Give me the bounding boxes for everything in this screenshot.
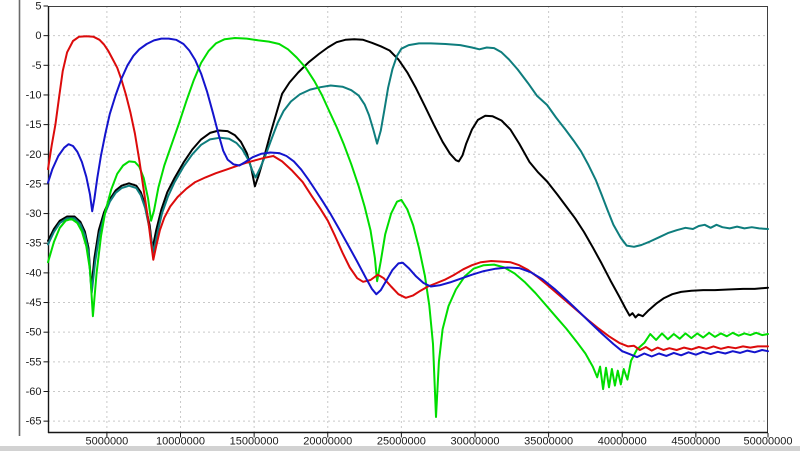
y-tick-label: -30 xyxy=(26,208,42,220)
x-tick-label: 50000000 xyxy=(744,436,793,448)
y-tick-label: -65 xyxy=(26,416,42,428)
y-tick-label: -40 xyxy=(26,267,42,279)
series-trace-green-line xyxy=(47,37,769,418)
y-tick-label: -35 xyxy=(26,238,42,250)
series-trace-teal-line xyxy=(47,42,769,294)
y-tick-label: -45 xyxy=(26,297,42,309)
y-tick-label: -20 xyxy=(26,149,42,161)
y-tick-label: -50 xyxy=(26,327,42,339)
series-trace-blue-line xyxy=(47,37,769,359)
y-tick-label: -10 xyxy=(26,89,42,101)
x-tick-label: 5000000 xyxy=(85,436,128,448)
y-tick-label: 5 xyxy=(35,1,41,13)
y-tick-label: -55 xyxy=(26,356,42,368)
y-tick-label: -60 xyxy=(26,386,42,398)
x-tick-label: 35000000 xyxy=(524,436,573,448)
y-tick-label: 0 xyxy=(35,30,41,42)
x-tick-label: 30000000 xyxy=(451,436,500,448)
x-tick-label: 25000000 xyxy=(377,436,426,448)
series-trace-black-line xyxy=(47,38,769,319)
y-tick-label: -25 xyxy=(26,178,42,190)
y-tick-label: -5 xyxy=(32,60,42,72)
x-tick-label: 10000000 xyxy=(156,436,205,448)
x-tick-label: 45000000 xyxy=(671,436,720,448)
x-tick-label: 20000000 xyxy=(303,436,352,448)
window-bottom-strip xyxy=(0,446,800,451)
x-tick-label: 15000000 xyxy=(230,436,279,448)
y-tick-label: -15 xyxy=(26,119,42,131)
x-tick-label: 40000000 xyxy=(598,436,647,448)
